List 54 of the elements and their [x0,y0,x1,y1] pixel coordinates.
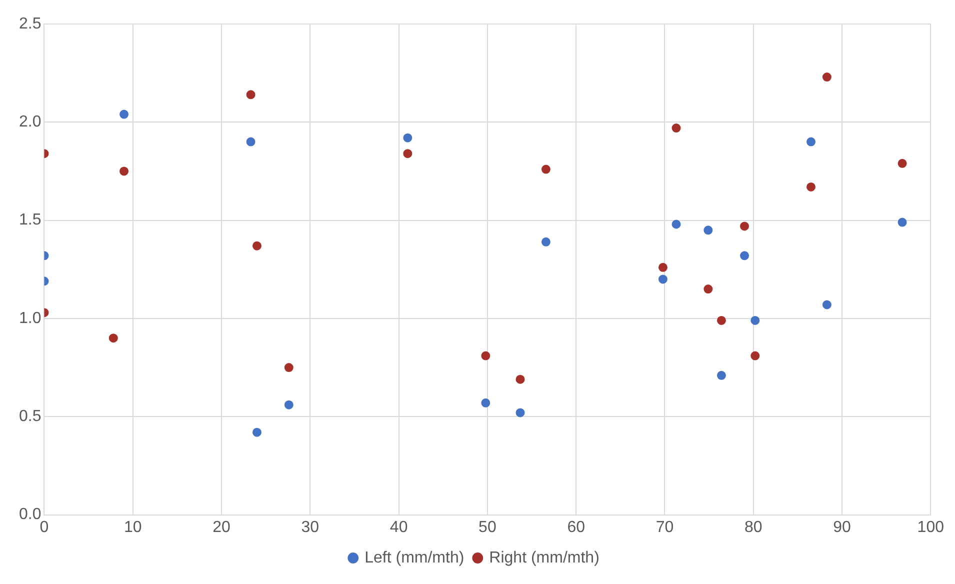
point [740,251,750,260]
x-tick-label: 0 [40,518,49,536]
y-tick-label: 0.5 [18,408,42,426]
y-tick-label: 2.0 [18,114,42,131]
point [716,370,726,380]
y-tick-label: 1.5 [18,212,42,229]
point [516,374,525,384]
y-tick-label: 1.0 [18,310,42,327]
point [716,316,726,325]
point [658,274,668,284]
point [120,110,129,119]
point [806,137,816,146]
x-tick-label: 100 [917,518,944,536]
point [704,226,713,235]
x-tick-label: 40 [390,518,408,536]
point [284,363,294,372]
x-tick-label: 50 [478,518,496,536]
point [246,90,256,100]
point [750,316,760,325]
point [898,158,907,168]
point [822,300,832,310]
x-tick-label: 70 [656,518,674,536]
legend-label: Left (mm/mth) [364,549,464,566]
x-tick-label: 10 [124,518,142,536]
x-tick-label: 20 [212,518,231,536]
point [516,408,525,418]
point [403,149,412,158]
point [120,166,129,176]
y-tick-label: 2.5 [18,15,42,32]
point [284,400,294,410]
point [481,398,490,408]
point [252,241,262,250]
point [541,164,550,174]
x-tick-label: 30 [301,518,320,536]
x-tick-label: 80 [744,518,762,536]
point [898,218,907,227]
point [806,182,816,192]
point [672,220,681,229]
legend-label: Right (mm/mth) [489,549,600,566]
x-tick-label: 60 [567,518,586,536]
point [658,262,668,272]
point [740,222,750,231]
point [750,351,760,360]
point [541,237,550,246]
point [246,137,256,146]
point [108,334,118,343]
point [822,72,832,82]
point [704,284,713,294]
x-tick-label: 90 [833,518,852,536]
y-tick-label: 0.0 [18,506,42,524]
point [252,428,262,437]
point [672,124,681,133]
point [481,351,490,360]
point [403,133,412,142]
